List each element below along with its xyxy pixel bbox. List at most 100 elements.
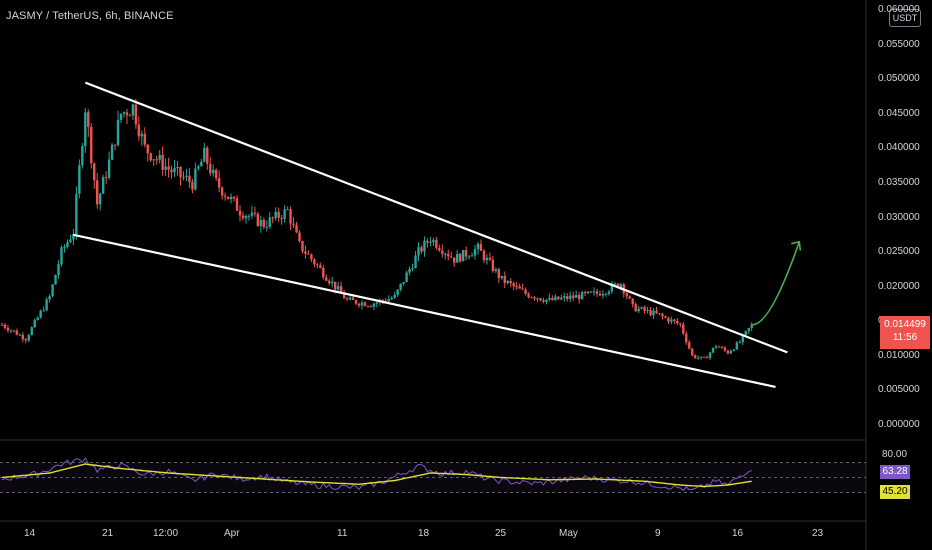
- candle-body: [134, 104, 138, 125]
- candle-body: [27, 335, 30, 341]
- candle-body: [390, 297, 393, 300]
- candle-body: [101, 177, 105, 194]
- candle-body: [640, 307, 643, 309]
- candle-body: [741, 335, 744, 343]
- candle-body: [75, 193, 78, 235]
- candle-body: [432, 239, 435, 242]
- candle-body: [274, 211, 277, 219]
- candle-body: [726, 350, 730, 354]
- candle-body: [66, 242, 69, 247]
- candle-body: [429, 241, 432, 243]
- candle-body: [223, 195, 227, 197]
- time-tick-label: 18: [418, 528, 430, 539]
- candle-body: [33, 320, 36, 328]
- candle-body: [598, 293, 602, 296]
- candle-body: [363, 302, 367, 307]
- candle-body: [45, 299, 48, 311]
- candle-body: [0, 324, 4, 326]
- candle-countdown: 11:56: [892, 332, 918, 343]
- candle-body: [613, 283, 617, 285]
- candle-body: [649, 309, 652, 316]
- price-tick-label: 0.050000: [878, 73, 920, 85]
- candle-body: [387, 299, 390, 302]
- candle-body: [310, 254, 313, 260]
- candle-body: [173, 168, 176, 173]
- candle-body: [164, 166, 167, 170]
- candle-body: [458, 254, 462, 262]
- candle-body: [140, 133, 144, 137]
- candle-body: [438, 247, 441, 251]
- candle-body: [601, 293, 605, 296]
- candle-body: [708, 352, 712, 358]
- candle-body: [295, 224, 298, 233]
- candle-body: [345, 298, 349, 300]
- candle-body: [628, 296, 631, 299]
- trendline-lower: [73, 233, 776, 389]
- candle-body: [36, 317, 39, 321]
- candle-body: [693, 355, 697, 359]
- candle-body: [122, 112, 126, 114]
- candle-body: [557, 296, 560, 300]
- projection-arrow: [751, 241, 801, 326]
- candle-body: [655, 310, 658, 314]
- candle-body: [354, 300, 358, 304]
- candle-body: [518, 286, 521, 289]
- candle-body: [206, 147, 209, 164]
- candle-body: [72, 234, 75, 240]
- candle-body: [396, 289, 399, 295]
- price-unit-badge[interactable]: USDT: [889, 9, 921, 27]
- candle-body: [369, 306, 373, 308]
- candle-body: [280, 217, 283, 219]
- candle-body: [116, 119, 120, 146]
- candle-body: [191, 182, 194, 190]
- candlestick-series: [0, 99, 753, 361]
- candle-body: [589, 291, 593, 293]
- candle-body: [185, 175, 188, 177]
- candle-body: [634, 304, 637, 312]
- candle-body: [586, 291, 590, 294]
- candle-body: [110, 144, 114, 160]
- candle-body: [447, 253, 450, 257]
- candle-body: [30, 327, 33, 336]
- rsi-tick-label: 80.00: [882, 449, 908, 460]
- candle-body: [566, 296, 569, 300]
- candle-body: [351, 297, 355, 301]
- candle-body: [149, 153, 152, 161]
- candle-body: [262, 219, 265, 228]
- rsi-value-tag: 63.28: [880, 465, 910, 479]
- time-tick-label: 16: [732, 528, 744, 539]
- candle-body: [592, 291, 596, 293]
- candle-body: [720, 347, 724, 349]
- candle-body: [167, 166, 170, 170]
- candle-body: [479, 243, 483, 251]
- candle-body: [179, 166, 182, 177]
- candle-body: [702, 356, 706, 358]
- candle-body: [182, 176, 185, 178]
- candle-body: [188, 175, 191, 183]
- candle-body: [515, 286, 518, 288]
- candle-body: [548, 297, 551, 300]
- candle-body: [235, 198, 239, 211]
- candle-body: [610, 283, 614, 292]
- time-tick-label: Apr: [224, 528, 240, 539]
- time-tick-label: 14: [24, 528, 36, 539]
- candle-body: [259, 219, 263, 227]
- candle-body: [625, 293, 628, 297]
- candle-body: [325, 277, 328, 281]
- candle-body: [577, 295, 581, 300]
- candle-body: [60, 247, 63, 265]
- candle-body: [569, 295, 572, 300]
- candle-body: [9, 330, 13, 332]
- candle-body: [685, 333, 688, 343]
- candle-body: [304, 251, 307, 254]
- candle-body: [441, 250, 444, 254]
- candle-body: [521, 288, 524, 290]
- candle-body: [128, 115, 132, 117]
- candle-body: [631, 298, 634, 305]
- candle-body: [226, 196, 230, 200]
- candle-body: [357, 303, 361, 306]
- candle-body: [57, 264, 60, 276]
- candle-body: [673, 319, 676, 321]
- candle-body: [435, 239, 438, 248]
- candle-body: [560, 297, 563, 300]
